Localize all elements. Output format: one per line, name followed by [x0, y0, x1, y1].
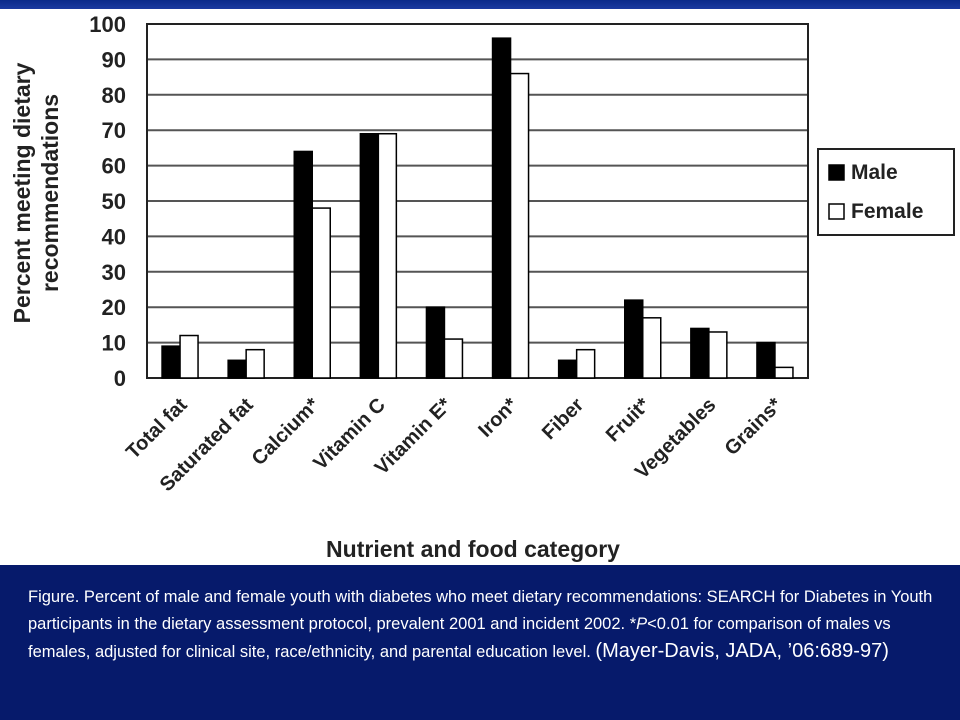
- x-tick-label: Fruit*: [602, 394, 655, 447]
- caption-part2: <0.01 for comparison of males vs females…: [28, 615, 891, 661]
- plot-frame: [146, 23, 809, 379]
- top-strip: [0, 0, 960, 9]
- x-axis-label: Nutrient and food category: [326, 536, 620, 562]
- bar-male: [690, 327, 710, 379]
- legend-swatch-female: [828, 203, 845, 220]
- bar-female: [642, 317, 662, 379]
- legend-label-female: Female: [851, 200, 923, 223]
- legend-swatch-male: [828, 164, 845, 181]
- legend-box: [817, 148, 955, 236]
- bar-male: [161, 345, 181, 379]
- grid-lines: [147, 58, 808, 344]
- y-tick-label: 40: [102, 224, 126, 249]
- y-tick-label: 80: [102, 83, 126, 108]
- x-tick-label: Iron*: [474, 394, 522, 442]
- bar-male: [227, 359, 247, 379]
- bar-female: [708, 331, 728, 379]
- bar-female: [443, 338, 464, 379]
- x-tick-label: Fiber: [538, 394, 588, 444]
- bar-chart: 0 10 20 30 40 50 60 70 80 90 100 Total fatSaturate…: [9, 12, 955, 562]
- y-tick-label: 100: [89, 12, 126, 37]
- bars: [161, 37, 794, 379]
- y-tick-label: 0: [114, 366, 126, 391]
- legend-label-male: Male: [851, 161, 898, 184]
- caption-citation: (Mayer-Davis, JADA, ’06:689-97): [595, 640, 889, 662]
- y-axis-label-group: Percent meeting dietary recommendations: [9, 62, 63, 323]
- caption-p-italic: P: [636, 615, 648, 633]
- bar-female: [575, 348, 596, 379]
- bar-male: [491, 37, 512, 379]
- legend: Male Female: [817, 148, 955, 236]
- caption-part1: Figure. Percent of male and female youth…: [28, 588, 933, 633]
- x-tick-label: Total fat: [122, 394, 192, 464]
- y-tick-label: 70: [102, 118, 126, 143]
- y-axis-label-line-1: Percent meeting dietary: [9, 62, 35, 323]
- bar-male: [624, 299, 644, 379]
- chart-panel: 0 10 20 30 40 50 60 70 80 90 100 Total fat Saturate…: [0, 9, 960, 565]
- bar-male: [425, 306, 446, 379]
- bar-male: [359, 132, 380, 379]
- bar-male: [557, 359, 578, 379]
- y-tick-label: 50: [102, 189, 126, 214]
- bar-male: [756, 341, 776, 379]
- bar-female: [377, 132, 398, 379]
- x-tick-label: Grains*: [721, 394, 787, 460]
- y-tick-label: 10: [102, 331, 126, 356]
- y-tick-label: 20: [102, 295, 126, 320]
- figure-caption: Figure. Percent of male and female youth…: [28, 584, 938, 666]
- bar-female: [774, 366, 794, 379]
- y-tick-label: 30: [102, 260, 126, 285]
- y-tick-label: 60: [102, 154, 126, 179]
- y-tick-labels: 0 10 20 30 40 50 60 70 80 90 100: [89, 12, 126, 391]
- bar-female: [311, 207, 331, 379]
- bar-female: [245, 348, 265, 379]
- bar-female: [509, 72, 530, 379]
- bar-female: [179, 334, 199, 379]
- y-tick-label: 90: [102, 47, 126, 72]
- y-axis-label-line-2: recommendations: [37, 94, 63, 292]
- bar-male: [293, 150, 313, 379]
